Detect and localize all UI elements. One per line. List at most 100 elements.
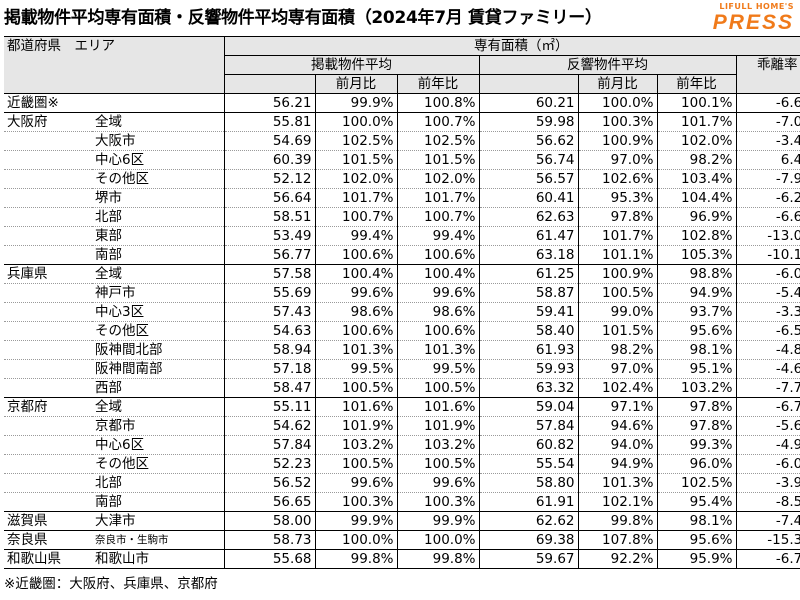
cell-listed-mom: 99.4% [314,226,397,246]
cell-listed-yoy: 100.5% [396,454,479,474]
table-row: 京都府 全域 55.11 101.6% 101.6% 59.04 97.1% 97.8% -6.… [4,397,800,417]
cell-response-mom: 101.7% [577,226,657,246]
cell-response-avg: 55.54 [478,454,578,474]
table-body: 近畿圏※ 56.21 99.9% 100.8% 60.21 100.0% 100.1% -6.… [4,93,800,569]
table-row: その他区 54.63 100.6% 100.6% 58.40 101.5% 95.6% -6.… [4,321,800,341]
table-row: 滋賀県大津市58.0099.9%99.9%62.6299.8%98.1%-7.4… [4,511,800,531]
cell-response-mom: 97.1% [577,397,657,417]
cell-response-avg: 60.41 [478,188,578,208]
cell-response-avg: 60.82 [478,435,578,455]
cell-listed-avg: 58.00 [223,511,315,531]
cell-response-mom: 97.0% [577,150,657,170]
cell-listed-yoy: 100.8% [396,93,479,113]
cell-response-yoy: 99.3% [656,435,736,455]
cell-listed-yoy: 100.6% [396,245,479,265]
cell-listed-mom: 100.0% [314,112,397,132]
cell-listed-yoy: 101.6% [396,397,479,417]
header-row-3: 前月比 前年比 前月比 前年比 [4,74,800,94]
header-response-yoy: 前年比 [656,74,736,94]
cell-response-mom: 97.0% [577,359,657,379]
cell-listed-avg: 60.39 [223,150,315,170]
cell-listed-yoy: 99.6% [396,283,479,303]
cell-listed-yoy: 101.3% [396,340,479,360]
cell-listed-avg: 58.94 [223,340,315,360]
logo-line1: LIFULL HOME'S [719,2,794,11]
cell-response-avg: 56.74 [478,150,578,170]
cell-listed-avg: 56.65 [223,492,315,512]
cell-area: 堺市 [92,188,224,208]
cell-area: その他区 [92,454,224,474]
cell-divergence: -4.6% [735,359,800,379]
cell-listed-avg: 57.43 [223,302,315,322]
cell-area: 中心6区 [92,150,224,170]
cell-response-yoy: 95.4% [656,492,736,512]
cell-response-avg: 61.93 [478,340,578,360]
cell-listed-mom: 99.9% [314,511,397,531]
cell-response-yoy: 96.9% [656,207,736,227]
cell-divergence: -13.0% [735,226,800,246]
logo-line2: PRESS [712,11,794,34]
cell-divergence: -3.9% [735,473,800,493]
cell-prefecture [4,207,92,227]
cell-divergence: -7.0% [735,112,800,132]
cell-divergence: -5.6% [735,416,800,436]
cell-area: 大津市 [92,511,224,531]
cell-response-mom: 100.0% [577,93,657,113]
cell-listed-yoy: 101.9% [396,416,479,436]
cell-divergence: -7.4% [735,511,800,531]
cell-response-yoy: 98.2% [656,150,736,170]
cell-listed-avg: 56.64 [223,188,315,208]
header-response-mom: 前月比 [577,74,657,94]
cell-response-mom: 100.3% [577,112,657,132]
cell-divergence: -3.4% [735,131,800,151]
cell-response-avg: 58.80 [478,473,578,493]
cell-area: 京都市 [92,416,224,436]
cell-listed-mom: 99.8% [314,549,397,569]
cell-divergence: -6.0% [735,264,800,284]
header-row-2: 掲載物件平均 反響物件平均 乖離率 [4,55,800,94]
table-row: 近畿圏※ 56.21 99.9% 100.8% 60.21 100.0% 100.1% -6.… [4,93,800,113]
header-row-1: 都道府県 エリア 専有面積（㎡） [4,36,800,94]
cell-response-avg: 56.62 [478,131,578,151]
table-row: 阪神間北部 58.94 101.3% 101.3% 61.93 98.2% 98.1% -4.… [4,340,800,360]
cell-response-avg: 59.93 [478,359,578,379]
cell-area: 大阪市 [92,131,224,151]
cell-listed-mom: 99.9% [314,93,397,113]
cell-area: 全域 [92,397,224,417]
cell-divergence: -10.1% [735,245,800,265]
cell-listed-avg: 55.81 [223,112,315,132]
cell-prefecture [4,131,92,151]
cell-divergence: -6.6% [735,93,800,113]
cell-area: 北部 [92,207,224,227]
cell-response-mom: 101.3% [577,473,657,493]
cell-listed-yoy: 100.4% [396,264,479,284]
table-row: 大阪府 全域 55.81 100.0% 100.7% 59.98 100.3% 101.7% -… [4,112,800,132]
cell-divergence: -4.8% [735,340,800,360]
cell-response-yoy: 97.8% [656,416,736,436]
cell-listed-avg: 57.58 [223,264,315,284]
cell-response-avg: 61.91 [478,492,578,512]
cell-response-mom: 94.9% [577,454,657,474]
cell-prefecture [4,169,92,189]
cell-response-yoy: 95.1% [656,359,736,379]
cell-divergence: -6.6% [735,207,800,227]
cell-area: 北部 [92,473,224,493]
cell-listed-yoy: 102.0% [396,169,479,189]
cell-listed-mom: 100.0% [314,530,397,550]
cell-response-yoy: 93.7% [656,302,736,322]
cell-response-avg: 63.18 [478,245,578,265]
cell-area: 東部 [92,226,224,246]
cell-area: 全域 [92,264,224,284]
cell-response-avg: 59.41 [478,302,578,322]
cell-response-yoy: 98.1% [656,511,736,531]
cell-response-mom: 92.2% [577,549,657,569]
cell-listed-avg: 58.47 [223,378,315,398]
cell-listed-avg: 57.84 [223,435,315,455]
cell-response-yoy: 103.2% [656,378,736,398]
cell-divergence: -6.7% [735,397,800,417]
cell-response-yoy: 95.9% [656,549,736,569]
